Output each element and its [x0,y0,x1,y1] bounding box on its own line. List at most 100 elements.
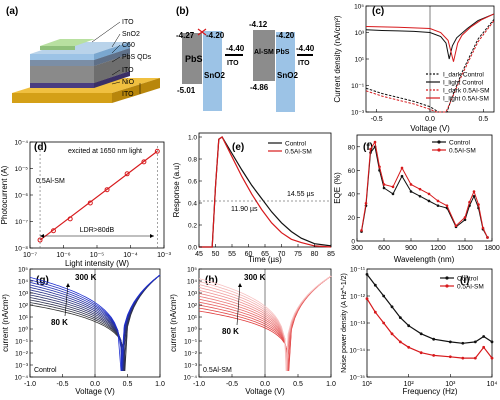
data-point [360,229,363,232]
y-tick-label: 10¹ [19,315,29,322]
x-tick-label: 10⁻³ [157,252,171,259]
ito-level-left: -4.40 [226,44,245,53]
annotation-300k-g: 300 K [75,273,97,282]
pbs-top-right: -4.12 [249,20,268,29]
pbs-top-left: -4.27 [176,31,195,40]
data-point [461,356,465,360]
legend-label: Control [285,141,307,148]
panel-label-i: (i) [460,275,469,286]
data-point [418,194,422,198]
x-tick-label: 10⁻⁷ [23,252,37,259]
x-tick-label: 10³ [445,381,456,388]
x-tick-label: 50 [212,251,220,258]
data-point [365,297,369,301]
y-tick-label: 10⁰ [187,326,197,334]
series-layer-d [37,146,160,248]
data-point [364,202,368,205]
pbs-label-right: Al-SM PbS [254,49,290,56]
annotation-sample-d: 0.5Al-SM [36,178,65,185]
data-point [448,355,452,359]
data-point [472,190,476,193]
series-line [365,13,495,62]
x-tick-label: 80 [311,251,319,258]
y-tick-label: 0.0 [188,245,197,252]
y-tick-label: 10¹ [355,57,365,64]
x-tick-label: 300 [351,245,363,252]
panel-label-a: (a) [6,6,18,17]
sno2-top-right: -4.20 [276,31,295,40]
temperature-curve [29,274,161,372]
xlabel-g: Voltage (V) [75,387,115,396]
x-tick-label: 75 [294,251,302,258]
data-point [390,332,394,336]
legend-marker [437,140,441,144]
data-point [419,351,423,355]
layer-nio-front [30,83,94,88]
y-tick-label: 20 [348,215,356,222]
annotation-excited: excited at 1650 nm light [68,148,142,155]
series-line [361,140,488,238]
annotation-control-time: 14.55 µs [287,191,314,198]
x-tick-label: 85 [327,251,335,258]
sno2-block-left [203,31,222,111]
temp-arrowhead-g [66,283,70,287]
ito-label-right: ITO [298,60,310,67]
y-tick-label: 80 [348,144,356,151]
data-point [472,194,476,198]
data-point [481,226,485,230]
y-tick-label: 10⁵ [18,267,28,274]
y-tick-label: 10⁴ [18,279,28,286]
y-tick-label: 10⁻¹³ [350,321,366,328]
y-tick-label: 10⁻⁴ [184,375,198,382]
legend-label: Control [457,276,479,283]
sno2-label-right: SnO2 [277,71,298,80]
y-tick-label: 10⁻¹⁴ [349,348,365,355]
xlabel-e: Time (µs) [248,255,282,264]
layer-sno2 [30,42,130,54]
data-point [124,171,130,177]
panel-c: (c) -0.5 0.0 0.5 10⁻³ 10⁻¹ 10¹ 10³ 10⁵ Voltage … [333,4,495,133]
data-point [382,294,386,298]
x-tick-label: 900 [405,245,417,252]
data-point [473,340,477,344]
panel-g: (g) -1.0 -0.5 0.0 0.5 1.010⁻⁴10⁻³10⁻²10⁻¹10⁰… [1,267,165,397]
x-tick-label: 0.5 [123,381,133,388]
y-tick-label: 10³ [355,30,365,37]
data-point [50,228,56,234]
data-point [382,186,386,190]
x-tick-label: 1.0 [326,381,336,388]
substrate-front [12,93,112,103]
data-point [104,187,110,193]
x-tick-label: 0.5 [478,116,488,123]
temp-arrowhead-h [238,283,242,287]
y-tick-label: 10⁻³ [15,363,29,370]
panel-label-d: (d) [34,142,47,153]
x-tick-label: 10⁻⁵ [90,252,104,259]
x-tick-label: -0.5 [226,381,238,388]
y-tick-label: 40 [348,191,356,198]
xlabel-f: Wavelength (nm) [394,255,455,264]
legend-marker [445,284,449,288]
y-tick-label: 10⁴ [187,279,197,286]
ylabel-i: Noise power density (A Hz^-1/2) [341,273,348,373]
series-line [361,145,488,238]
legend-label: I_dark Control [443,72,484,79]
data-point [448,340,452,344]
x-tick-label: 70 [278,251,286,258]
y-tick-label: 1.0 [188,135,197,142]
data-point [390,305,394,309]
axes-e: 45 50 55 60 65 70 75 80 85 0.0 0.2 0.4 0.6 0.8 1.0 [188,135,335,259]
data-point [373,140,377,144]
x-tick-label: 10⁴ [487,381,498,388]
axes-h: -1.0 -0.5 0.0 0.5 1.0 10⁻⁴ 10⁻³ 10⁻² 10⁻¹ 10⁰ 10¹ 1… [184,267,336,389]
data-point [436,199,440,203]
panel-a: (a) ITO SnO2 C60 PbS QDs [6,6,160,103]
x-tick-label: 45 [195,251,203,258]
data-point [378,165,381,169]
x-tick-label: -0.5 [371,116,383,123]
series-line [365,20,495,113]
substrate-side [112,78,160,103]
y-tick-label: 10² [19,303,29,310]
